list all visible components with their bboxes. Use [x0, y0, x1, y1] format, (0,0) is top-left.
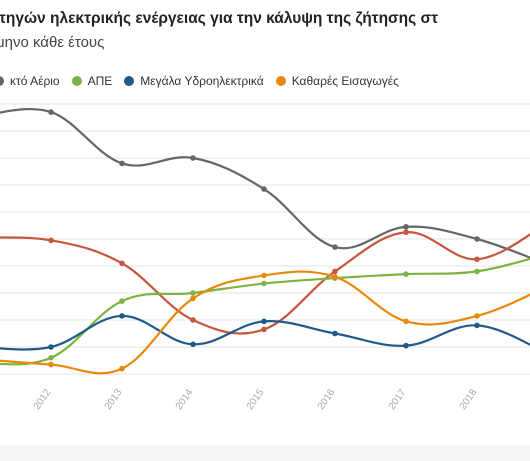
legend-label: Καθαρές Εισαγωγές — [291, 74, 399, 88]
data-point — [474, 236, 480, 242]
data-point — [48, 109, 54, 115]
data-point — [403, 342, 409, 349]
data-point — [48, 344, 54, 350]
data-point — [332, 268, 338, 275]
legend-item-natural-gas[interactable]: κτό Αέριο — [0, 74, 60, 88]
x-tick-label: 2016 — [316, 387, 338, 412]
legend-label: κτό Αέριο — [10, 74, 60, 88]
data-point — [190, 317, 196, 323]
data-point — [474, 322, 480, 329]
legend-swatch — [124, 76, 135, 86]
data-point — [403, 224, 409, 230]
data-point — [119, 160, 125, 167]
data-point — [190, 155, 196, 161]
x-tick-label: 2015 — [245, 387, 267, 412]
series-line-1 — [0, 231, 530, 335]
data-point — [261, 318, 267, 325]
chart-title: πηγών ηλεκτρικής ενέργειας για την κάλυψ… — [0, 10, 439, 27]
x-tick-label: 2017 — [387, 387, 409, 412]
x-tick-label: 2012 — [32, 387, 54, 412]
data-point — [403, 271, 409, 277]
data-point — [190, 341, 196, 348]
legend-swatch — [275, 76, 286, 86]
data-point — [48, 355, 54, 361]
x-tick-label: 2018 — [458, 387, 480, 412]
x-tick-label: 2014 — [174, 387, 196, 412]
footer-band — [0, 445, 530, 461]
data-point — [261, 326, 267, 333]
data-point — [48, 237, 54, 244]
data-point — [190, 290, 196, 296]
legend-label: Μεγάλα Υδροηλεκτρικά — [140, 74, 264, 88]
legend-swatch — [0, 76, 4, 86]
legend-item-net-imports[interactable]: Καθαρές Εισαγωγές — [275, 74, 399, 88]
data-point — [119, 260, 125, 267]
data-point — [261, 280, 267, 287]
data-point — [261, 272, 267, 279]
data-point — [261, 186, 267, 192]
data-point — [403, 318, 409, 325]
data-point — [474, 256, 480, 263]
data-point — [474, 268, 480, 275]
legend-item-renewables[interactable]: ΑΠΕ — [71, 74, 113, 88]
data-point — [119, 365, 125, 372]
data-point — [190, 295, 196, 302]
legend: κτό Αέριο ΑΠΕ Μεγάλα Υδροηλεκτρικά Καθαρ… — [0, 72, 411, 90]
data-point — [119, 298, 125, 304]
x-tick-label: 2013 — [103, 387, 125, 412]
data-point — [403, 229, 409, 236]
data-point — [332, 244, 338, 250]
data-point — [119, 313, 125, 319]
data-point — [332, 330, 338, 337]
series-line-2 — [0, 257, 530, 366]
chart-subtitle: μηνο κάθε έτους — [0, 34, 105, 51]
data-point — [474, 313, 480, 319]
legend-label: ΑΠΕ — [87, 74, 113, 88]
legend-item-large-hydro[interactable]: Μεγάλα Υδροηλεκτρικά — [124, 74, 264, 88]
data-point — [48, 361, 54, 368]
data-point — [332, 274, 338, 280]
legend-swatch — [71, 76, 82, 86]
